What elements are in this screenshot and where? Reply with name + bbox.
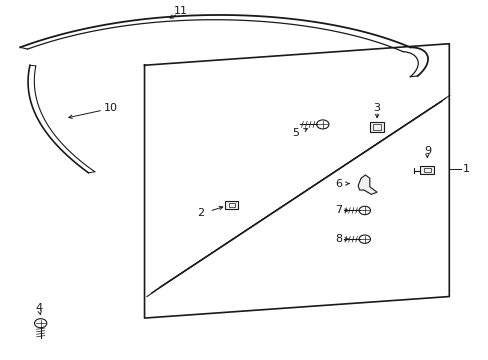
- Circle shape: [316, 120, 328, 129]
- Text: 5: 5: [291, 128, 299, 138]
- Text: 8: 8: [334, 234, 341, 244]
- Text: 3: 3: [373, 103, 380, 113]
- Bar: [228, 203, 235, 207]
- FancyBboxPatch shape: [225, 201, 238, 209]
- Polygon shape: [357, 175, 376, 194]
- Text: 1: 1: [462, 164, 469, 174]
- Circle shape: [358, 206, 370, 215]
- Text: 6: 6: [334, 179, 341, 189]
- Text: 7: 7: [334, 206, 341, 216]
- Text: 4: 4: [35, 303, 42, 314]
- Bar: [420, 166, 433, 174]
- Circle shape: [35, 319, 47, 328]
- Bar: [423, 168, 430, 172]
- Text: 2: 2: [197, 208, 204, 218]
- Text: 10: 10: [103, 103, 117, 113]
- Bar: [373, 124, 380, 130]
- Text: 9: 9: [423, 145, 430, 156]
- Text: 11: 11: [174, 6, 188, 16]
- FancyBboxPatch shape: [369, 122, 384, 132]
- Circle shape: [358, 235, 370, 243]
